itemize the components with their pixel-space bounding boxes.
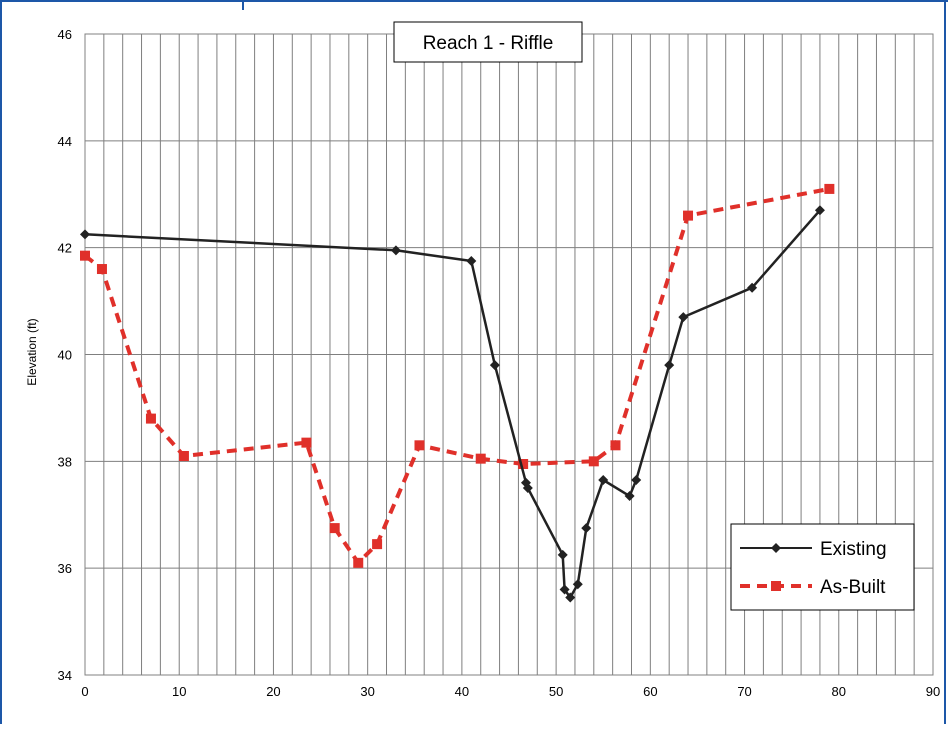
as-built-point [353, 557, 364, 568]
existing-point [466, 256, 477, 267]
existing-point [664, 360, 675, 371]
legend-asbuilt-label: As-Built [820, 577, 886, 598]
as-built-point [475, 453, 486, 464]
existing-point [390, 245, 401, 256]
existing-point [80, 229, 90, 240]
x-tick-label: 30 [360, 684, 374, 699]
y-tick-label: 46 [58, 27, 72, 42]
legend-asbuilt-marker [771, 581, 781, 591]
x-tick-label: 70 [737, 684, 751, 699]
existing-point [559, 584, 570, 595]
existing-point [557, 549, 568, 560]
y-tick-label: 42 [58, 241, 72, 256]
existing-point [581, 523, 592, 534]
existing-point [678, 312, 689, 323]
x-tick-label: 90 [926, 684, 940, 699]
y-tick-label: 34 [58, 668, 72, 683]
existing-point [522, 483, 533, 494]
x-tick-label: 50 [549, 684, 563, 699]
as-built-point [80, 250, 90, 261]
as-built-point [301, 437, 312, 448]
y-tick-label: 38 [58, 454, 72, 469]
existing-point [598, 475, 609, 486]
y-tick-label: 44 [58, 134, 72, 149]
chart-title-frame [393, 21, 583, 63]
chart-title: Reach 1 - Riffle [423, 33, 554, 54]
series-layer [80, 183, 835, 603]
y-axis-label: Elevation (ft) [25, 318, 39, 385]
as-built-point [372, 539, 383, 550]
as-built-point [96, 264, 107, 275]
x-tick-label: 60 [643, 684, 657, 699]
chart-title-box: Reach 1 - Riffle [393, 21, 583, 63]
x-tick-label: 10 [172, 684, 186, 699]
existing-point [624, 491, 635, 502]
x-tick-label: 40 [455, 684, 469, 699]
tick-labels: 0 10 20 30 40 50 60 70 80 90 34 36 38 40 42 44 46 [58, 27, 941, 699]
legend-existing-marker [771, 543, 781, 553]
existing-point [565, 592, 576, 603]
as-built-point [414, 440, 425, 451]
x-tick-label: 20 [266, 684, 280, 699]
legend: Existing As-Built [730, 523, 915, 611]
x-tick-label: 80 [832, 684, 846, 699]
existing-point [489, 360, 500, 371]
as-built-point [588, 456, 599, 467]
as-built-point [824, 183, 835, 194]
as-built-point [329, 523, 340, 534]
legend-existing-label: Existing [820, 539, 887, 560]
existing-point [631, 475, 642, 486]
existing-point [814, 205, 825, 216]
as-built-point [518, 459, 529, 470]
as-built-point [683, 210, 694, 221]
legend-box [730, 523, 915, 611]
as-built-point [178, 450, 189, 461]
y-tick-label: 36 [58, 561, 72, 576]
y-tick-label: 40 [58, 348, 72, 363]
x-tick-label: 0 [81, 684, 88, 699]
existing-point [572, 579, 583, 590]
existing-line [84, 209, 821, 599]
as-built-point [610, 440, 621, 451]
as-built-point [145, 413, 156, 424]
existing-point [747, 282, 758, 293]
